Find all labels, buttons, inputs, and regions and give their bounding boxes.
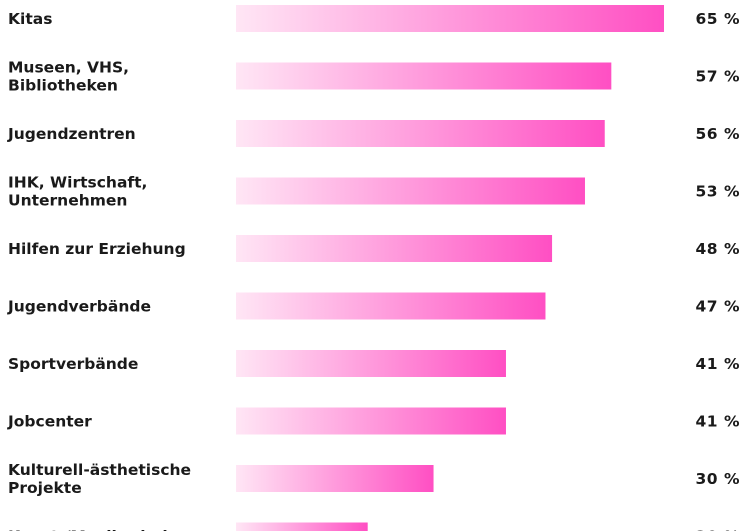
category-label-line: Museen, VHS, [8,59,129,77]
bar [236,407,506,435]
bar [236,62,612,90]
category-label-line: Kitas [8,10,52,28]
bar-row: Jobcenter 41 % [7,407,741,435]
value-label: 41 % [696,413,741,431]
category-label: Jobcenter [7,413,92,431]
category-label-line: Sportverbände [8,355,138,373]
value-label: 48 % [696,240,741,258]
bar-row: Kunst-/Musikschulen 20 % [8,522,741,531]
bar-row: Hilfen zur Erziehung 48 % [8,235,740,262]
bar [236,522,368,531]
value-label: 47 % [696,298,741,316]
category-label-line: Jugendverbände [7,298,151,316]
category-label-line: Projekte [8,479,82,497]
category-label-line: Hilfen zur Erziehung [8,240,186,258]
bar [236,235,553,262]
value-label: 41 % [696,355,741,373]
value-label: 65 % [696,10,741,28]
bar [236,5,664,32]
bar-row: Jugendzentren 56 % [7,120,740,147]
bar [236,177,585,205]
bar [236,120,605,147]
bar-row: Kitas 65 % [8,5,740,32]
value-label: 30 % [696,470,741,488]
value-label: 56 % [696,125,741,143]
category-label-line: Jugendzentren [7,125,136,143]
value-label: 57 % [696,68,741,86]
category-label-line: IHK, Wirtschaft, [8,174,147,192]
category-label: Sportverbände [8,355,138,373]
bar [236,465,434,492]
category-label-line: Jobcenter [7,413,92,431]
bar-row: IHK, Wirtschaft, Unternehmen 53 % [8,174,740,210]
category-label: Jugendzentren [7,125,136,143]
category-label: Kunst-/Musikschulen [8,528,189,531]
category-label: Jugendverbände [7,298,151,316]
category-label-line: Unternehmen [8,192,127,210]
bar [236,292,546,320]
bar-row: Sportverbände 41 % [8,350,740,377]
bar [236,350,506,377]
category-label: Kitas [8,10,52,28]
category-label: Kulturell-ästhetische Projekte [8,461,191,497]
bar-row: Jugendverbände 47 % [7,292,741,320]
bars-layer: Kitas 65 % Museen, VHS, Bibliotheken 57 % Jug… [7,5,740,531]
bar-row: Kulturell-ästhetische Projekte 30 % [8,461,740,497]
category-label-line: Bibliotheken [8,77,118,95]
category-label: Hilfen zur Erziehung [8,240,186,258]
category-label: IHK, Wirtschaft, Unternehmen [8,174,147,210]
value-label: 20 % [696,528,741,531]
bar-row: Museen, VHS, Bibliotheken 57 % [8,59,740,95]
category-label-line: Kunst-/Musikschulen [8,528,189,531]
category-label: Museen, VHS, Bibliotheken [8,59,129,95]
value-label: 53 % [696,183,741,201]
category-label-line: Kulturell-ästhetische [8,461,191,479]
